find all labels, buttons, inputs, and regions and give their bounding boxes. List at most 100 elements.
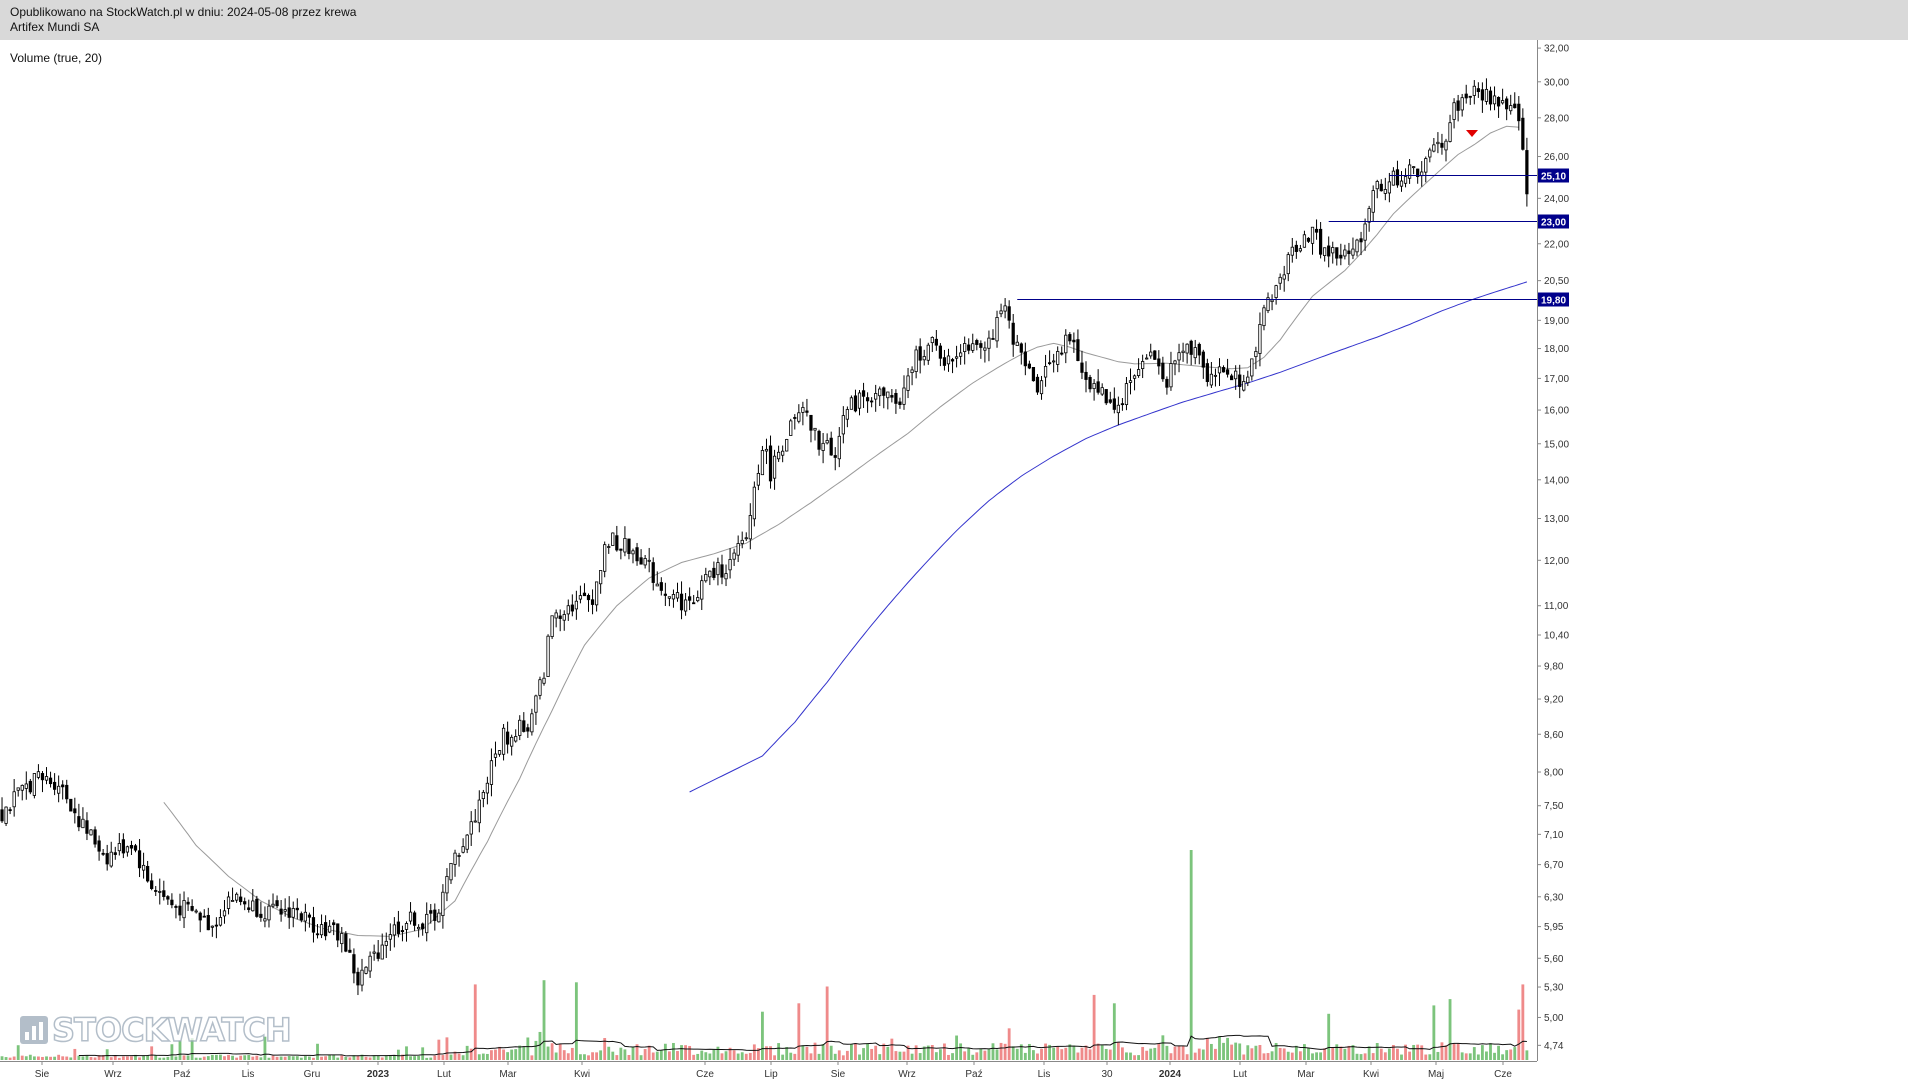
candle-body bbox=[1007, 306, 1011, 321]
candle-body bbox=[558, 615, 562, 619]
candle-body bbox=[1141, 361, 1145, 370]
volume-bar bbox=[271, 1055, 275, 1060]
volume-bar bbox=[975, 1052, 979, 1060]
volume-bar bbox=[12, 1056, 16, 1060]
volume-bar bbox=[1068, 1044, 1072, 1060]
volume-bar bbox=[595, 1052, 599, 1060]
candle-body bbox=[700, 580, 704, 600]
candle-body bbox=[550, 615, 554, 637]
candle-body bbox=[24, 783, 28, 789]
volume-bar bbox=[445, 1037, 449, 1060]
volume-bar bbox=[1153, 1047, 1157, 1060]
candle-body bbox=[825, 440, 829, 444]
candle-body bbox=[736, 543, 740, 556]
volume-bar bbox=[550, 1043, 554, 1060]
candle-body bbox=[421, 923, 425, 930]
volume-bar bbox=[546, 1046, 550, 1060]
candle-body bbox=[1116, 404, 1120, 414]
candle-body bbox=[1197, 343, 1201, 356]
time-tick-label: Wrz bbox=[104, 1069, 122, 1080]
volume-bar bbox=[150, 1046, 154, 1060]
candle-body bbox=[696, 597, 700, 602]
candle-body bbox=[1149, 351, 1153, 357]
candle-body bbox=[445, 876, 449, 894]
candle-body bbox=[538, 679, 542, 696]
volume-bar bbox=[890, 1038, 894, 1060]
candle-body bbox=[210, 925, 214, 928]
candle-body bbox=[979, 343, 983, 348]
volume-bar bbox=[421, 1047, 425, 1060]
volume-bar bbox=[732, 1050, 736, 1060]
volume-bar bbox=[926, 1045, 930, 1060]
volume-bar bbox=[263, 1036, 267, 1060]
volume-bar bbox=[376, 1055, 380, 1060]
candle-body bbox=[1331, 247, 1335, 254]
candle-body bbox=[146, 865, 150, 882]
candle-body bbox=[946, 355, 951, 365]
candle-body bbox=[708, 570, 712, 578]
volume-bar bbox=[1387, 1048, 1391, 1060]
candle-body bbox=[942, 357, 947, 366]
volume-bar bbox=[631, 1046, 635, 1060]
candle-body bbox=[465, 834, 469, 850]
candle-body bbox=[1092, 383, 1096, 390]
volume-bar bbox=[279, 1056, 283, 1060]
volume-bar bbox=[777, 1043, 781, 1060]
candle-body bbox=[882, 387, 886, 396]
volume-bar bbox=[308, 1056, 311, 1060]
time-tick-label: Wrz bbox=[898, 1069, 916, 1080]
volume-bar bbox=[1452, 1043, 1456, 1060]
candle-body bbox=[1270, 299, 1274, 303]
candle-body bbox=[259, 913, 263, 918]
volume-bar bbox=[1323, 1048, 1327, 1060]
candle-body bbox=[518, 719, 522, 736]
candle-body bbox=[16, 787, 20, 791]
candle-body bbox=[425, 913, 429, 934]
candle-body bbox=[364, 966, 368, 974]
volume-bar bbox=[850, 1044, 853, 1060]
candle-body bbox=[360, 969, 364, 986]
time-tick-label: Maj bbox=[1428, 1069, 1444, 1080]
candle-body bbox=[1052, 360, 1056, 363]
volume-bar bbox=[1307, 1048, 1310, 1060]
volume-bar bbox=[223, 1056, 226, 1060]
volume-bar bbox=[1023, 1052, 1027, 1060]
price-tick-label: 9,20 bbox=[1544, 695, 1564, 706]
volume-bar bbox=[1088, 1049, 1092, 1060]
candle-body bbox=[158, 890, 162, 893]
candle-body bbox=[1157, 358, 1161, 367]
volume-bar bbox=[1027, 1043, 1031, 1060]
price-tick-label: 32,00 bbox=[1544, 44, 1569, 55]
candle-body bbox=[1189, 340, 1193, 355]
candle-body bbox=[1379, 183, 1383, 192]
candle-body bbox=[716, 562, 720, 576]
candle-body bbox=[1339, 254, 1343, 259]
volume-bar bbox=[1157, 1043, 1161, 1060]
volume-bar bbox=[756, 1048, 760, 1060]
volume-bar bbox=[720, 1053, 724, 1060]
volume-bar bbox=[1505, 1050, 1509, 1060]
candle-body bbox=[380, 944, 384, 960]
volume-bar bbox=[740, 1052, 744, 1060]
volume-bar bbox=[930, 1045, 934, 1060]
volume-bar bbox=[437, 1039, 441, 1060]
sma-short-line bbox=[163, 125, 1519, 937]
volume-bar bbox=[862, 1048, 865, 1060]
candle-body bbox=[744, 537, 748, 540]
candle-body bbox=[1250, 358, 1254, 377]
volume-bar bbox=[781, 1054, 785, 1060]
candle-body bbox=[663, 593, 667, 596]
candle-body bbox=[510, 736, 514, 747]
candle-body bbox=[117, 843, 121, 852]
price-tick-label: 4,74 bbox=[1544, 1041, 1564, 1052]
candle-body bbox=[20, 784, 24, 791]
candle-body bbox=[1193, 347, 1197, 359]
volume-bar bbox=[1513, 1047, 1517, 1060]
candle-body bbox=[368, 955, 372, 972]
candle-body bbox=[570, 604, 574, 612]
candle-body bbox=[1440, 142, 1444, 148]
volume-bar bbox=[643, 1049, 647, 1060]
volume-bar bbox=[1185, 1054, 1189, 1060]
volume-bar bbox=[591, 1052, 594, 1060]
